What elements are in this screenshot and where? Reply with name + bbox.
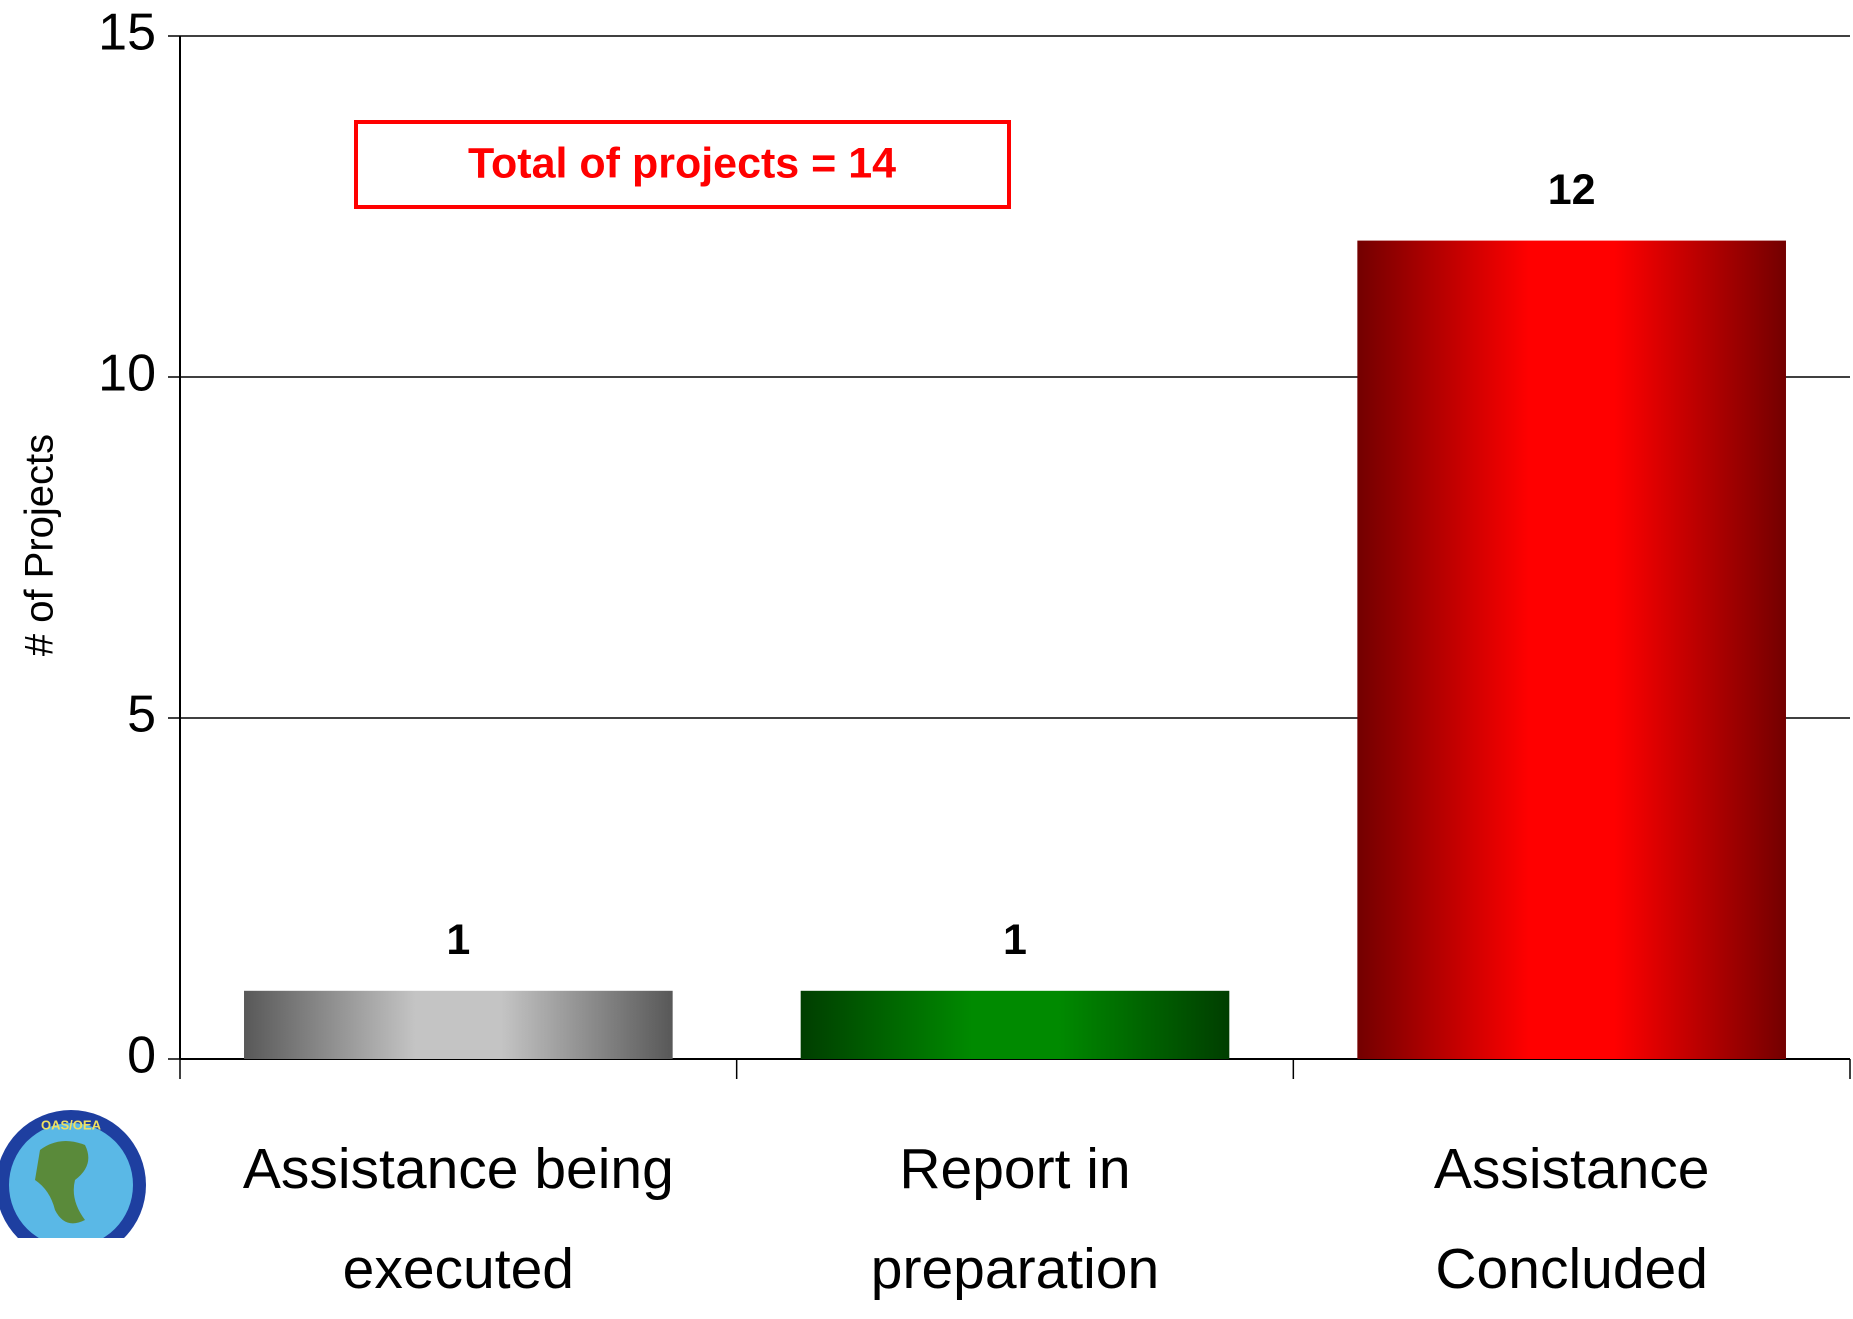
chart: OAS/OEA # of Projects Total of projects … xyxy=(0,4,1851,1238)
y-tick-label: 15 xyxy=(98,4,156,62)
y-tick-label: 5 xyxy=(127,686,156,744)
data-label: 12 xyxy=(1548,166,1596,214)
y-axis-label: # of Projects xyxy=(18,434,62,656)
logo-text: OAS/OEA xyxy=(41,1117,102,1132)
logo-land xyxy=(35,1141,89,1224)
data-label: 1 xyxy=(446,916,470,964)
x-tick-label: Report in preparation xyxy=(870,1137,1160,1301)
data-label: 1 xyxy=(1003,916,1027,964)
annotation-box xyxy=(354,120,1011,209)
logo: OAS/OEA xyxy=(0,1110,146,1238)
x-tick-label: Assistance being executed xyxy=(242,1137,674,1301)
y-tick-label: 0 xyxy=(127,1027,156,1085)
bar xyxy=(244,990,673,1059)
bar xyxy=(800,990,1230,1059)
annotation: Total of projects = 14 xyxy=(468,139,896,187)
y-tick-label: 10 xyxy=(98,345,156,403)
page: OAS/OEA # of Projects Total of projects … xyxy=(0,3,1851,1301)
bar xyxy=(1357,240,1786,1060)
x-tick-label: Assistance Concluded xyxy=(1433,1137,1710,1301)
